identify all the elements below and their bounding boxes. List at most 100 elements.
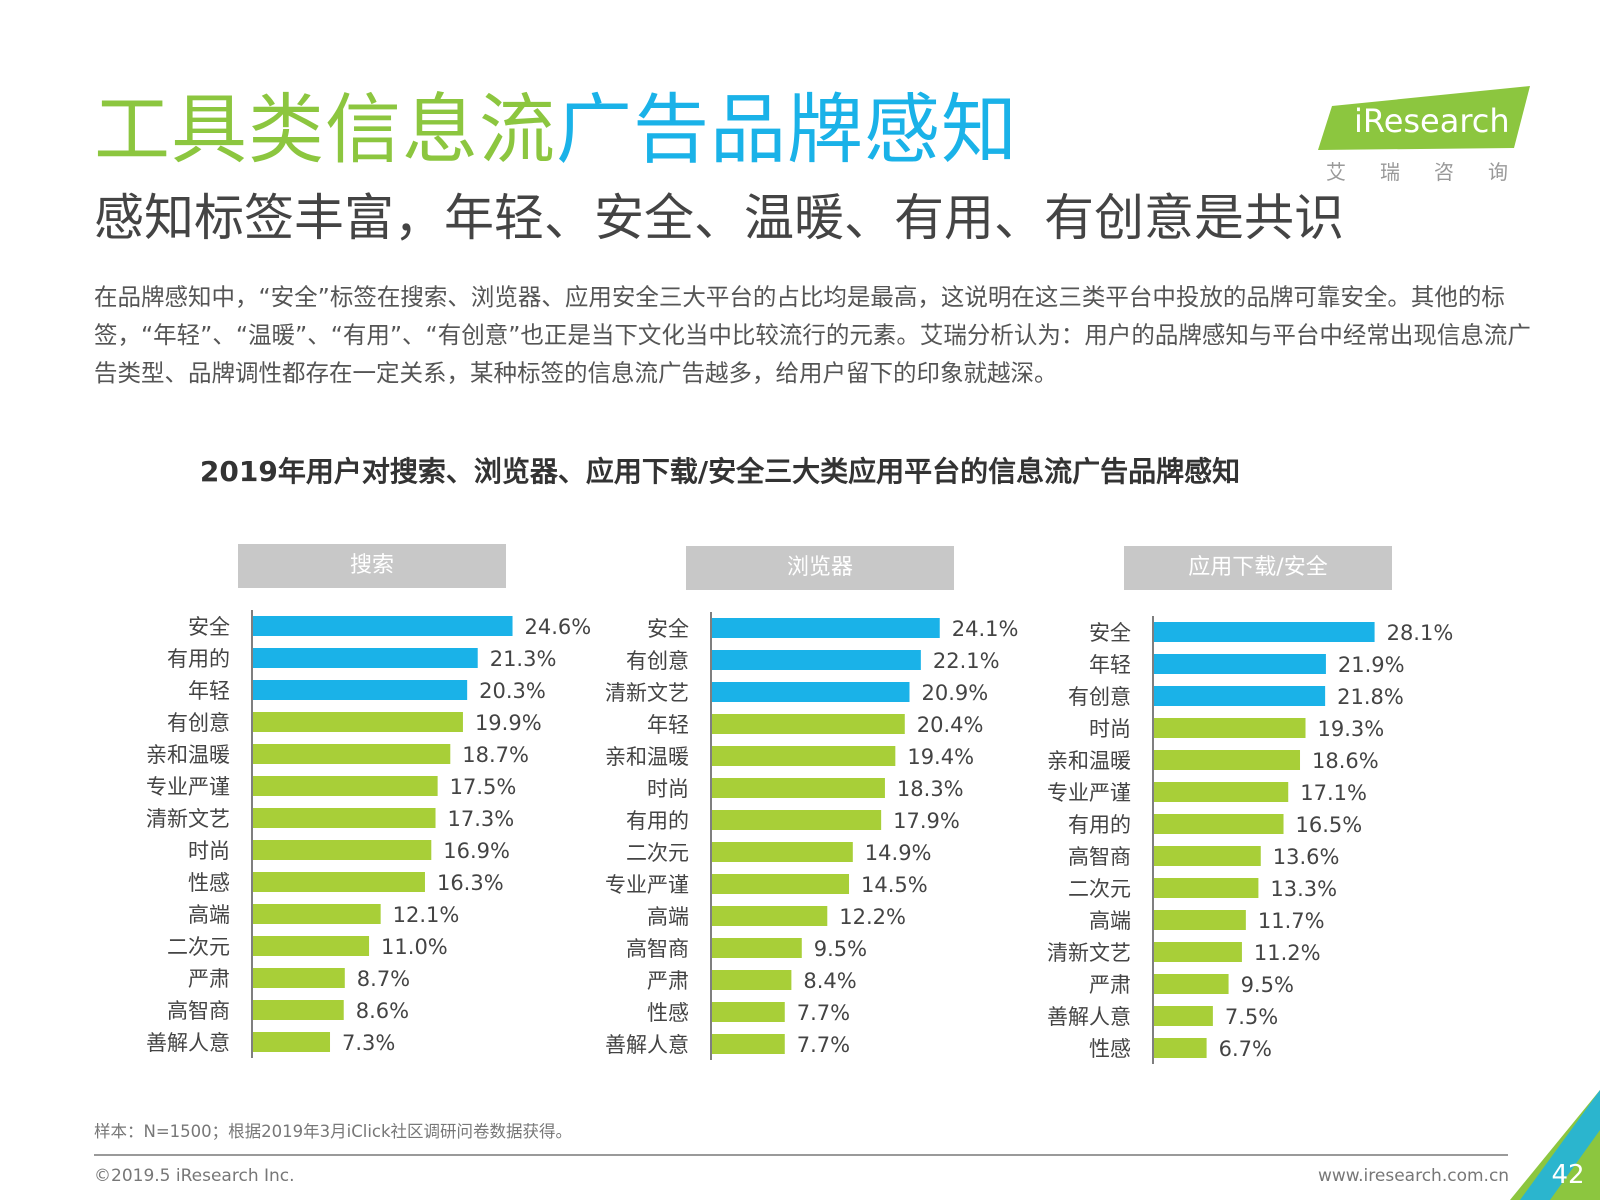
value-label-1-5: 18.3% [897,777,964,801]
category-label-2-2: 有创意 [1068,685,1131,709]
intro-paragraph: 在品牌感知中，“安全”标签在搜索、浏览器、应用安全三大平台的占比均是最高，这说明… [94,283,1531,387]
category-label-1-9: 高端 [647,905,689,929]
category-label-1-8: 专业严谨 [605,873,689,897]
category-label-2-4: 亲和温暖 [1047,749,1131,773]
corner-decoration-icon [1510,1090,1600,1200]
bar-2-13 [1154,1038,1207,1058]
bar-1-4 [712,746,896,766]
sample-note: 样本：N=1500；根据2019年3月iClick社区调研问卷数据获得。 [94,1122,573,1141]
bar-2-12 [1154,1006,1213,1026]
category-label-0-12: 高智商 [167,999,230,1023]
value-label-1-1: 22.1% [933,649,1000,673]
bar-0-13 [253,1032,331,1052]
bar-0-3 [253,712,463,732]
bar-2-11 [1154,974,1229,994]
logo-wordmark: iResearch [1354,102,1510,140]
category-label-1-0: 安全 [647,617,689,641]
website-url: www.iresearch.com.cn [1318,1166,1510,1186]
category-label-2-7: 高智商 [1068,845,1131,869]
value-label-0-1: 21.3% [490,647,557,671]
value-label-2-11: 9.5% [1241,973,1294,997]
value-label-0-5: 17.5% [450,775,517,799]
bar-2-9 [1154,910,1246,930]
bar-0-0 [253,616,513,636]
bar-1-13 [712,1034,785,1054]
bar-1-10 [712,938,802,958]
category-label-2-6: 有用的 [1068,813,1131,837]
value-label-0-4: 18.7% [462,743,529,767]
category-label-2-1: 年轻 [1089,653,1131,677]
value-label-0-8: 16.3% [437,871,504,895]
category-label-0-7: 时尚 [188,839,230,863]
category-label-2-3: 时尚 [1089,717,1131,741]
category-label-0-6: 清新文艺 [146,807,230,831]
logo-subtext: 艾瑞咨询 [1326,160,1542,184]
bar-1-1 [712,650,921,670]
category-label-2-11: 严肃 [1089,973,1131,997]
category-label-0-8: 性感 [188,871,230,895]
category-label-2-12: 善解人意 [1047,1005,1131,1029]
bar-1-2 [712,682,910,702]
category-label-0-0: 安全 [188,615,230,639]
value-label-1-10: 9.5% [814,937,867,961]
bar-1-7 [712,842,853,862]
category-label-1-6: 有用的 [626,809,689,833]
value-label-0-7: 16.9% [443,839,510,863]
page-subtitle: 感知标签丰富，年轻、安全、温暖、有用、有创意是共识 [94,189,1344,247]
category-label-1-13: 善解人意 [605,1033,689,1057]
value-label-1-7: 14.9% [865,841,932,865]
category-label-0-4: 亲和温暖 [146,743,230,767]
bar-0-2 [253,680,468,700]
value-label-2-6: 16.5% [1296,813,1363,837]
category-label-2-0: 安全 [1089,621,1131,645]
bar-0-12 [253,1000,344,1020]
bar-1-0 [712,618,940,638]
bar-2-0 [1154,622,1375,642]
category-label-0-11: 严肃 [188,967,230,991]
category-label-1-10: 高智商 [626,937,689,961]
value-label-0-11: 8.7% [357,967,410,991]
bar-2-7 [1154,846,1261,866]
bar-2-5 [1154,782,1289,802]
value-label-2-13: 6.7% [1219,1037,1272,1061]
value-label-0-3: 19.9% [475,711,542,735]
category-label-1-3: 年轻 [647,713,689,737]
category-label-1-5: 时尚 [647,777,689,801]
category-label-1-11: 严肃 [647,969,689,993]
category-label-0-2: 年轻 [188,679,230,703]
value-label-2-9: 11.7% [1258,909,1325,933]
category-label-1-7: 二次元 [626,841,689,865]
bar-1-11 [712,970,792,990]
bar-0-5 [253,776,438,796]
bar-0-7 [253,840,432,860]
bar-1-6 [712,810,882,830]
page-title: 工具类信息流广告品牌感知 [94,92,1018,168]
bar-2-1 [1154,654,1326,674]
value-label-2-2: 21.8% [1337,685,1404,709]
page-title-part2: 广告品牌感知 [556,85,1018,174]
bar-1-9 [712,906,828,926]
value-label-2-8: 13.3% [1270,877,1337,901]
bar-2-8 [1154,878,1259,898]
category-label-1-4: 亲和温暖 [605,745,689,769]
category-label-0-3: 有创意 [167,711,230,735]
bar-0-6 [253,808,436,828]
value-label-0-10: 11.0% [381,935,448,959]
category-label-0-13: 善解人意 [146,1031,230,1055]
page-title-part1: 工具类信息流 [94,85,556,174]
iresearch-logo: iResearch 艾瑞咨询 [1318,86,1530,186]
value-label-2-4: 18.6% [1312,749,1379,773]
panel-header-browser: 浏览器 [686,546,954,590]
category-label-2-9: 高端 [1089,909,1131,933]
value-label-1-11: 8.4% [803,969,856,993]
value-label-1-9: 12.2% [839,905,906,929]
panel-header-search: 搜索 [238,544,506,588]
bar-1-5 [712,778,885,798]
value-label-0-13: 7.3% [342,1031,395,1055]
logo-badge-icon [1318,86,1530,150]
value-label-2-7: 13.6% [1273,845,1340,869]
bar-1-3 [712,714,905,734]
bar-2-6 [1154,814,1284,834]
value-label-1-2: 20.9% [922,681,989,705]
value-label-2-10: 11.2% [1254,941,1321,965]
